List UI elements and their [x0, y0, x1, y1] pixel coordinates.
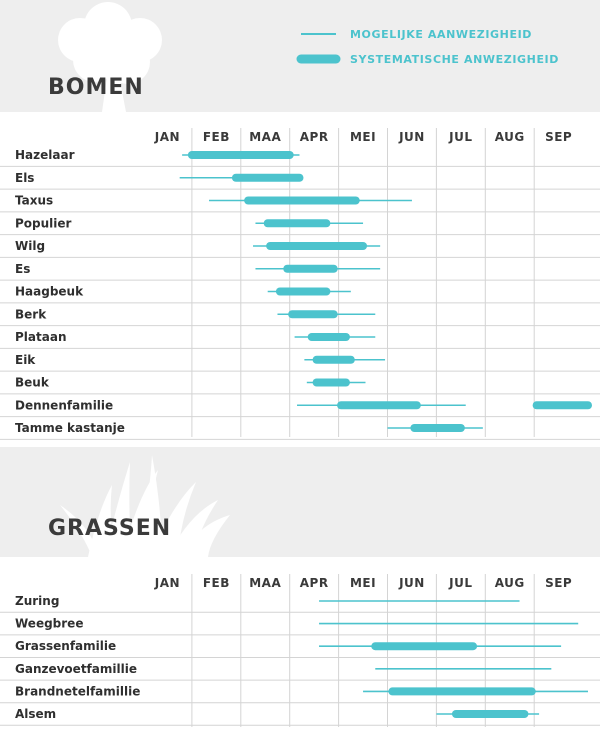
- tree-icon: [58, 2, 162, 112]
- row-label-zuring: Zuring: [15, 594, 59, 608]
- bomen-title: BOMEN: [48, 75, 144, 100]
- row-label-hazelaar: Hazelaar: [15, 148, 75, 162]
- row-label-beuk: Beuk: [15, 376, 50, 390]
- row-label-grassenfamilie: Grassenfamilie: [15, 639, 116, 653]
- grassen-title: GRASSEN: [48, 516, 171, 541]
- month-label-apr: APR: [300, 130, 329, 144]
- row-label-eik: Eik: [15, 353, 36, 367]
- row-label-els: Els: [15, 171, 34, 185]
- row-label-tamme-kastanje: Tamme kastanje: [15, 421, 125, 435]
- row-label-plataan: Plataan: [15, 330, 66, 344]
- row-label-populier: Populier: [15, 216, 72, 230]
- month-label-feb: FEB: [203, 130, 230, 144]
- month-label-mei: MEI: [350, 576, 376, 590]
- row-label-wilg: Wilg: [15, 239, 45, 253]
- month-label-feb: FEB: [203, 576, 230, 590]
- month-label-jul: JUL: [448, 130, 472, 144]
- month-label-jun: JUN: [398, 130, 425, 144]
- month-label-mei: MEI: [350, 130, 376, 144]
- legend: MOGELIJKE AANWEZIGHEID SYSTEMATISCHE ANW…: [296, 28, 559, 66]
- month-label-maa: MAA: [249, 576, 281, 590]
- bomen-panel: JAN FEB MAA APR MEI JUN JUL AUG SEP Hazelaar Els Ta…: [0, 128, 600, 440]
- month-label-jan: JAN: [154, 130, 180, 144]
- month-label-jan: JAN: [154, 576, 180, 590]
- row-label-weegbree: Weegbree: [15, 617, 83, 631]
- row-label-es: Es: [15, 262, 30, 276]
- month-label-aug: AUG: [495, 576, 525, 590]
- month-label-maa: MAA: [249, 130, 281, 144]
- month-label-jun: JUN: [398, 576, 425, 590]
- month-label-aug: AUG: [495, 130, 525, 144]
- row-label-haagbeuk: Haagbeuk: [15, 285, 84, 299]
- row-label-berk: Berk: [15, 307, 47, 321]
- row-label-alsem: Alsem: [15, 707, 56, 721]
- month-label-apr: APR: [300, 576, 329, 590]
- legend-possible-label: MOGELIJKE AANWEZIGHEID: [350, 28, 532, 41]
- month-label-sep: SEP: [545, 576, 572, 590]
- row-label-taxus: Taxus: [15, 194, 53, 208]
- row-label-brandnetelfamillie: Brandnetelfamillie: [15, 684, 140, 698]
- legend-systematic-label: SYSTEMATISCHE ANWEZIGHEID: [350, 53, 559, 66]
- row-label-ganzevoetfamillie: Ganzevoetfamillie: [15, 662, 137, 676]
- grass-icon: [60, 455, 230, 557]
- grassen-panel: JAN FEB MAA APR MEI JUN JUL AUG SEP Zuring Weegbre…: [0, 574, 600, 727]
- month-label-jul: JUL: [448, 576, 472, 590]
- month-label-sep: SEP: [545, 130, 572, 144]
- row-label-dennenfamilie: Dennenfamilie: [15, 398, 113, 412]
